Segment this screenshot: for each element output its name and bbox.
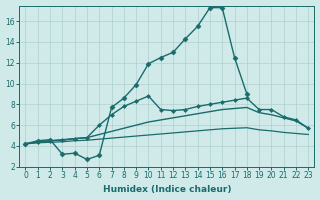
X-axis label: Humidex (Indice chaleur): Humidex (Indice chaleur): [103, 185, 231, 194]
